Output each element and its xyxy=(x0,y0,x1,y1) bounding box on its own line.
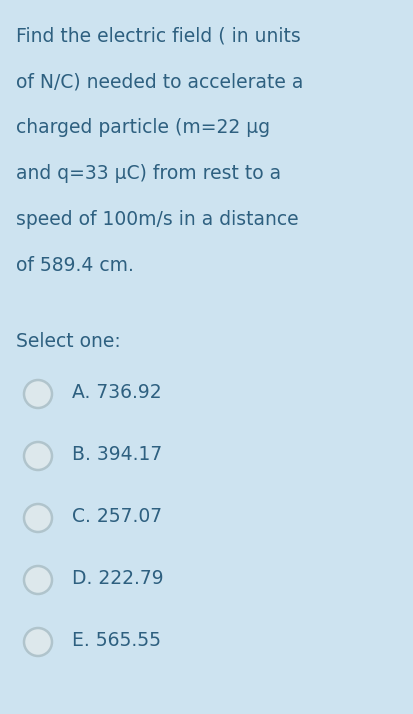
Text: Select one:: Select one: xyxy=(16,332,121,351)
Text: speed of 100m/s in a distance: speed of 100m/s in a distance xyxy=(16,210,298,229)
Text: C. 257.07: C. 257.07 xyxy=(72,507,162,526)
Text: E. 565.55: E. 565.55 xyxy=(72,631,161,650)
Text: charged particle (m=22 μg: charged particle (m=22 μg xyxy=(16,118,269,137)
Text: Find the electric field ( in units: Find the electric field ( in units xyxy=(16,26,300,45)
Ellipse shape xyxy=(24,566,52,594)
Text: and q=33 μC) from rest to a: and q=33 μC) from rest to a xyxy=(16,164,280,183)
Ellipse shape xyxy=(24,380,52,408)
Text: A. 736.92: A. 736.92 xyxy=(72,383,161,402)
Ellipse shape xyxy=(24,504,52,532)
Text: of N/C) needed to accelerate a: of N/C) needed to accelerate a xyxy=(16,72,303,91)
Ellipse shape xyxy=(24,442,52,470)
Text: D. 222.79: D. 222.79 xyxy=(72,569,163,588)
Text: B. 394.17: B. 394.17 xyxy=(72,445,162,464)
Ellipse shape xyxy=(24,628,52,656)
Text: of 589.4 cm.: of 589.4 cm. xyxy=(16,256,133,275)
